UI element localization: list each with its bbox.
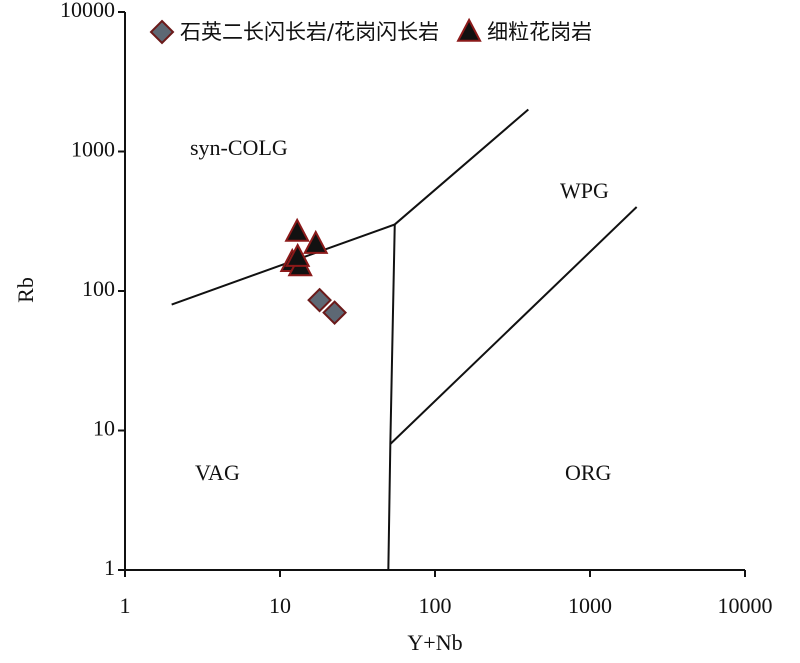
- x-tick-label: 1: [120, 593, 131, 618]
- x-tick-label: 1000: [568, 593, 612, 618]
- field-label: WPG: [560, 178, 609, 203]
- y-tick-label: 10: [93, 416, 115, 441]
- field-label: syn-COLG: [190, 135, 288, 160]
- field-boundary: [387, 224, 396, 571]
- legend-label: 细粒花岗岩: [487, 20, 592, 44]
- data-point: [284, 217, 310, 242]
- x-tick-label: 100: [419, 593, 452, 618]
- legend-marker: [456, 17, 482, 42]
- data-point: [285, 242, 311, 267]
- field-label: ORG: [565, 460, 612, 485]
- y-tick-label: 1000: [71, 137, 115, 162]
- legend-marker: [149, 19, 175, 45]
- y-axis-label: Rb: [13, 277, 38, 303]
- y-tick-label: 10000: [60, 0, 115, 22]
- y-tick-label: 1: [104, 555, 115, 580]
- data-point: [322, 300, 348, 326]
- y-tick-label: 100: [82, 276, 115, 301]
- data-point: [303, 229, 329, 254]
- x-axis-label: Y+Nb: [407, 630, 462, 655]
- data-point: [307, 287, 332, 313]
- legend-label: 石英二长闪长岩/花岗闪长岩: [180, 20, 439, 44]
- x-tick-label: 10: [269, 593, 291, 618]
- field-boundary: [389, 206, 638, 445]
- x-tick-label: 10000: [718, 593, 773, 618]
- field-label: VAG: [195, 460, 240, 485]
